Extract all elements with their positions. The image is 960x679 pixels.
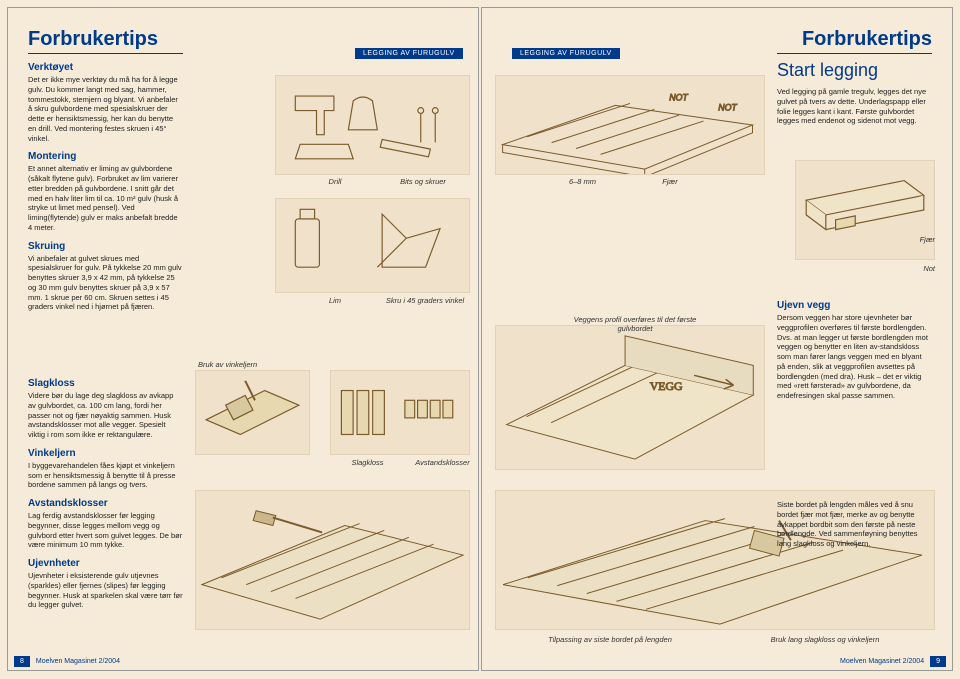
illus-floor-top: NOT NOT (495, 75, 765, 175)
cap-lang: Bruk lang slagkloss og vinkeljern (740, 635, 910, 644)
cap-bruk-vinkel: Bruk av vinkeljern (198, 360, 308, 369)
text-vinkeljern: I byggevarehandelen fåes kjøpt et vinkel… (28, 461, 183, 490)
right-column-bottom: Siste bordet på lengden måles ved å snu … (777, 500, 932, 549)
text-verktoyet: Det er ikke mye verktøy du må ha for å l… (28, 75, 183, 143)
cap-vegg-profil: Veggens profil overføres til det første … (560, 315, 710, 333)
footer-right: Moelven Magasinet 2/2004 9 (840, 656, 946, 667)
head-vinkeljern: Vinkeljern (28, 448, 183, 459)
magazine-name-right: Moelven Magasinet 2/2004 (840, 658, 924, 665)
illus-tools (275, 75, 470, 175)
head-skruing: Skruing (28, 241, 183, 252)
text-siste-bord: Siste bordet på lengden måles ved å snu … (777, 500, 932, 549)
head-montering: Montering (28, 151, 183, 162)
text-start: Ved legging på gamle tregulv, legges det… (777, 87, 932, 126)
svg-text:VEGG: VEGG (650, 379, 683, 393)
text-slagkloss: Videre bør du lage deg slagkloss av avka… (28, 391, 183, 440)
cap-bits: Bits og skruer (388, 177, 458, 186)
text-ujevn: Ujevnheter i eksisterende gulv utjevnes … (28, 571, 183, 610)
subtitle-start: Start legging (777, 60, 932, 81)
footer-left: 8 Moelven Magasinet 2/2004 (14, 656, 120, 667)
cap-fjaer: Fjær (905, 235, 935, 244)
pagenum-left: 8 (14, 656, 30, 667)
illus-vegg-profil: VEGG (495, 325, 765, 470)
illus-slagkloss-avstand (330, 370, 470, 455)
tag-legging-1: LEGGING AV FURUGULV (355, 48, 463, 59)
title-left: Forbrukertips (28, 28, 183, 54)
illus-hammer-floor (195, 490, 470, 630)
illus-vinkeljern (195, 370, 310, 455)
text-montering: Et annet alternativ er liming av gulvbor… (28, 164, 183, 232)
head-ujevn: Ujevnheter (28, 558, 183, 569)
head-verktoyet: Verktøyet (28, 62, 183, 73)
cap-skru45: Skru i 45 graders vinkel (385, 296, 465, 305)
text-avstand: Lag ferdig avstandsklosser før legging b… (28, 511, 183, 550)
cap-not: Not (905, 264, 935, 273)
head-avstand: Avstandsklosser (28, 498, 183, 509)
cap-c1: 6–8 mm (555, 177, 610, 186)
illus-board-detail (795, 160, 935, 260)
text-skruing: Vi anbefaler at gulvet skrues med spesia… (28, 254, 183, 313)
left-column-top: Forbrukertips Verktøyet Det er ikke mye … (28, 28, 183, 312)
magazine-name-left: Moelven Magasinet 2/2004 (36, 658, 120, 665)
cap-drill: Drill (315, 177, 355, 186)
illus-lim-skru (275, 198, 470, 293)
title-right: Forbrukertips (777, 28, 932, 54)
pagenum-right: 9 (930, 656, 946, 667)
right-column-top: Forbrukertips Start legging Ved legging … (777, 28, 932, 126)
cap-c2: Fjær (645, 177, 695, 186)
tag-legging-2: LEGGING AV FURUGULV (512, 48, 620, 59)
head-slagkloss: Slagkloss (28, 378, 183, 389)
text-ujevn-vegg: Dersom veggen har store ujevnheter bør v… (777, 313, 932, 401)
cap-slagkloss: Slagkloss (340, 458, 395, 467)
cap-siste: Tilpassing av siste bordet på lengden (525, 635, 695, 644)
svg-text:NOT: NOT (718, 102, 737, 112)
left-column-bottom: Slagkloss Videre bør du lage deg slagklo… (28, 370, 183, 610)
right-column-mid: Ujevn vegg Dersom veggen har store ujevn… (777, 292, 932, 401)
svg-text:NOT: NOT (669, 93, 688, 103)
cap-lim: Lim (320, 296, 350, 305)
head-ujevn-vegg: Ujevn vegg (777, 300, 932, 311)
cap-avstand: Avstandsklosser (405, 458, 480, 467)
